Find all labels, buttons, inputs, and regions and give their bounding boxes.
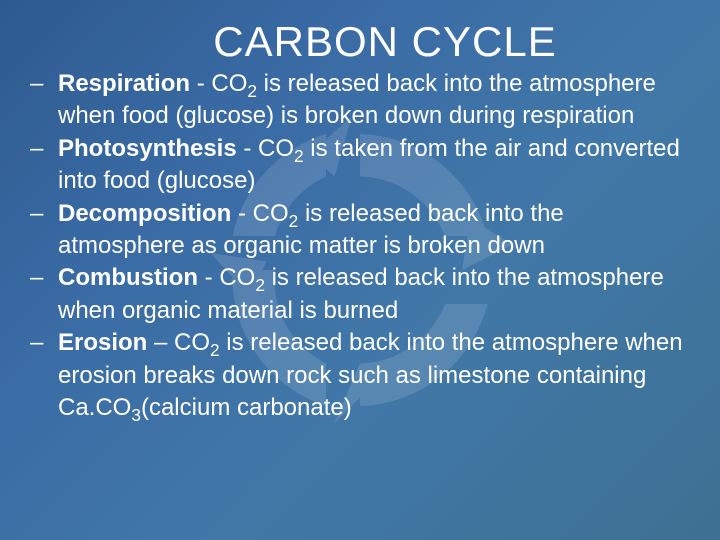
subscript: 2 <box>255 275 265 295</box>
subscript: 3 <box>131 405 141 425</box>
bullet-item: Photosynthesis - CO2 is taken from the a… <box>30 133 690 198</box>
bullet-item: Combustion - CO2 is released back into t… <box>30 262 690 327</box>
bullet-term: Combustion <box>58 264 198 291</box>
bullet-term: Decomposition <box>58 200 231 227</box>
bullet-item: Respiration - CO2 is released back into … <box>30 68 690 133</box>
bullet-term: Erosion <box>58 329 147 356</box>
slide-content: CARBON CYCLE Respiration - CO2 is releas… <box>0 0 720 444</box>
bullet-item: Decomposition - CO2 is released back int… <box>30 198 690 263</box>
bullet-term: Photosynthesis <box>58 135 237 162</box>
bullet-list: Respiration - CO2 is released back into … <box>30 68 690 424</box>
subscript: 2 <box>210 340 220 360</box>
subscript: 2 <box>294 146 304 166</box>
slide-title: CARBON CYCLE <box>80 18 690 66</box>
bullet-item: Erosion – CO2 is released back into the … <box>30 327 690 424</box>
subscript: 2 <box>289 210 299 230</box>
subscript: 2 <box>247 81 257 101</box>
bullet-term: Respiration <box>58 70 190 97</box>
